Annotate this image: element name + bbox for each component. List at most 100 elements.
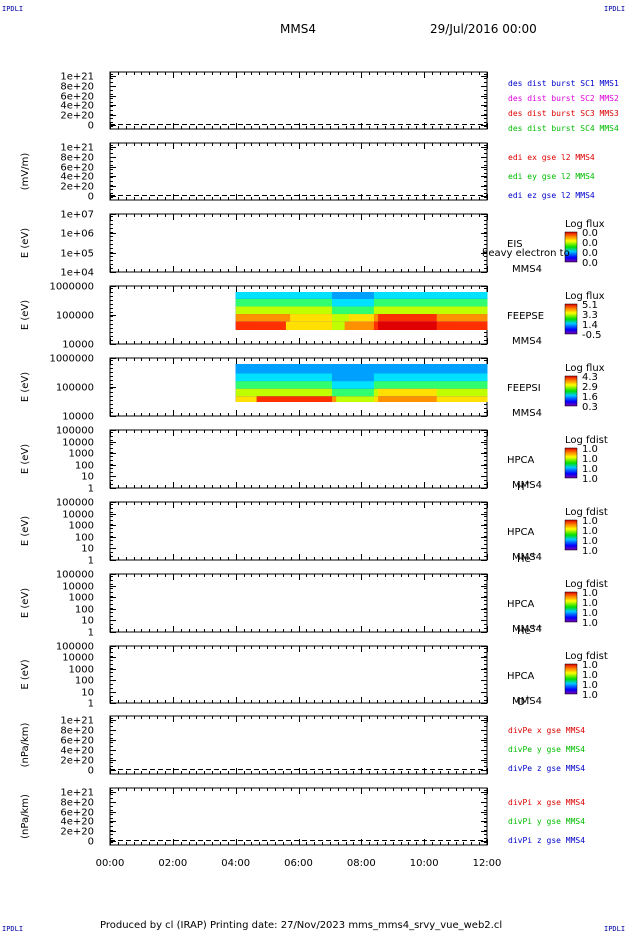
heatmap-cell-4 — [378, 373, 383, 382]
corner-label-top-left: IPDLI — [2, 5, 24, 13]
heatmap-cell-3 — [453, 292, 459, 299]
heatmap-cell-4 — [428, 364, 434, 374]
heatmap-cell-4 — [445, 396, 450, 402]
heatmap-cell-4 — [428, 396, 434, 402]
heatmap-cell-3 — [348, 314, 354, 322]
heatmap-cell-3 — [365, 298, 371, 307]
panel-frame-7 — [109, 573, 488, 633]
heatmap-cell-4 — [302, 388, 308, 397]
heatmap-cell-4 — [407, 381, 413, 389]
panel-frame-5 — [109, 429, 488, 489]
heatmap-cell-4 — [332, 381, 337, 389]
heatmap-cell-3 — [319, 292, 325, 299]
heatmap-cell-4 — [419, 396, 425, 402]
heatmap-cell-4 — [390, 373, 396, 382]
heatmap-cell-4 — [285, 373, 291, 382]
heatmap-cell-3 — [482, 292, 488, 299]
colorbar-7 — [564, 591, 578, 623]
heatmap-cell-4 — [244, 388, 249, 397]
heatmap-cell-4 — [482, 364, 488, 374]
heatmap-cell-4 — [327, 388, 333, 397]
y-axis-label-7: E (eV) — [20, 588, 31, 618]
colorbar-tick-3: 3.3 — [582, 310, 598, 321]
heatmap-cell-3 — [311, 314, 316, 322]
heatmap-cell-3 — [294, 306, 299, 315]
heatmap-cell-3 — [436, 298, 442, 307]
heatmap-cell-3 — [440, 321, 446, 330]
y-tick-label-9: 4e+20 — [60, 746, 94, 757]
heatmap-cell-4 — [235, 396, 241, 402]
heatmap-cell-3 — [244, 306, 249, 315]
heatmap-cell-4 — [264, 396, 270, 402]
heatmap-cell-4 — [336, 364, 341, 374]
heatmap-cell-4 — [470, 373, 475, 382]
heatmap-cell-4 — [403, 388, 408, 397]
corner-label-top-right: IPDLI — [604, 5, 626, 13]
heatmap-cell-4 — [306, 364, 312, 374]
heatmap-cell-3 — [403, 306, 408, 315]
heatmap-cell-3 — [470, 306, 475, 315]
heatmap-cell-3 — [436, 314, 442, 322]
y-tick-label-5: 10 — [81, 472, 94, 483]
colorbar-tick-8: 1.0 — [582, 680, 598, 691]
instrument-label-5: HPCA — [507, 455, 535, 466]
heatmap-cell-4 — [470, 396, 475, 402]
heatmap-cell-3 — [260, 292, 266, 299]
heatmap-cell-3 — [407, 321, 413, 330]
heatmap-cell-4 — [294, 381, 299, 389]
heatmap-cell-3 — [403, 321, 408, 330]
heatmap-cell-4 — [344, 373, 350, 382]
heatmap-cell-3 — [461, 298, 467, 307]
legend-entry-0: des dist burst SC4 MMS4 — [508, 124, 619, 133]
heatmap-cell-3 — [386, 314, 392, 322]
heatmap-cell-3 — [478, 292, 484, 299]
heatmap-cell-3 — [264, 314, 270, 322]
heatmap-cell-4 — [344, 388, 350, 397]
heatmap-cell-3 — [340, 292, 346, 299]
heatmap-cell-4 — [432, 396, 438, 402]
y-tick-label-10: 1e+21 — [60, 788, 94, 799]
spacecraft-title: MMS4 — [280, 22, 316, 36]
heatmap-cell-3 — [277, 298, 283, 307]
y-axis-label-5: E (eV) — [20, 444, 31, 474]
heatmap-cell-3 — [453, 298, 459, 307]
heatmap-cell-3 — [302, 321, 308, 330]
heatmap-cell-4 — [327, 373, 333, 382]
heatmap-cell-3 — [378, 314, 383, 322]
heatmap-cell-4 — [290, 396, 295, 402]
datetime-title: 29/Jul/2016 00:00 — [430, 22, 537, 36]
heatmap-cell-4 — [290, 388, 295, 397]
heatmap-cell-4 — [294, 364, 299, 374]
heatmap-cell-3 — [306, 321, 312, 330]
heatmap-cell-3 — [323, 292, 329, 299]
heatmap-cell-4 — [264, 388, 270, 397]
heatmap-cell-4 — [403, 381, 408, 389]
heatmap-cell-3 — [311, 292, 316, 299]
heatmap-cell-3 — [327, 314, 333, 322]
heatmap-cell-4 — [357, 381, 362, 389]
heatmap-cell-3 — [361, 314, 367, 322]
heatmap-cell-4 — [256, 364, 262, 374]
heatmap-cell-3 — [470, 298, 475, 307]
heatmap-cell-3 — [273, 292, 279, 299]
y-tick-label-9: 6e+20 — [60, 736, 94, 747]
heatmap-cell-4 — [407, 373, 413, 382]
colorbar-2 — [564, 231, 578, 263]
y-tick-label-2: 1e+05 — [60, 249, 94, 260]
heatmap-cell-4 — [294, 388, 299, 397]
heatmap-cell-4 — [239, 364, 245, 374]
heatmap-cell-3 — [432, 321, 438, 330]
panel-frame-6 — [109, 501, 488, 561]
panel-frame-10 — [109, 787, 488, 846]
colorbar-tick-4: 4.3 — [582, 372, 598, 383]
heatmap-cell-3 — [378, 306, 383, 315]
heatmap-cell-3 — [336, 298, 341, 307]
heatmap-cell-4 — [252, 388, 258, 397]
spacecraft-label-5: MMS4 — [512, 480, 542, 491]
y-tick-label-9: 2e+20 — [60, 756, 94, 767]
heatmap-cell-4 — [461, 364, 467, 374]
heatmap-cell-4 — [336, 373, 341, 382]
heatmap-cell-4 — [373, 381, 379, 389]
y-tick-label-8: 100 — [75, 676, 94, 687]
heatmap-cell-4 — [419, 381, 425, 389]
